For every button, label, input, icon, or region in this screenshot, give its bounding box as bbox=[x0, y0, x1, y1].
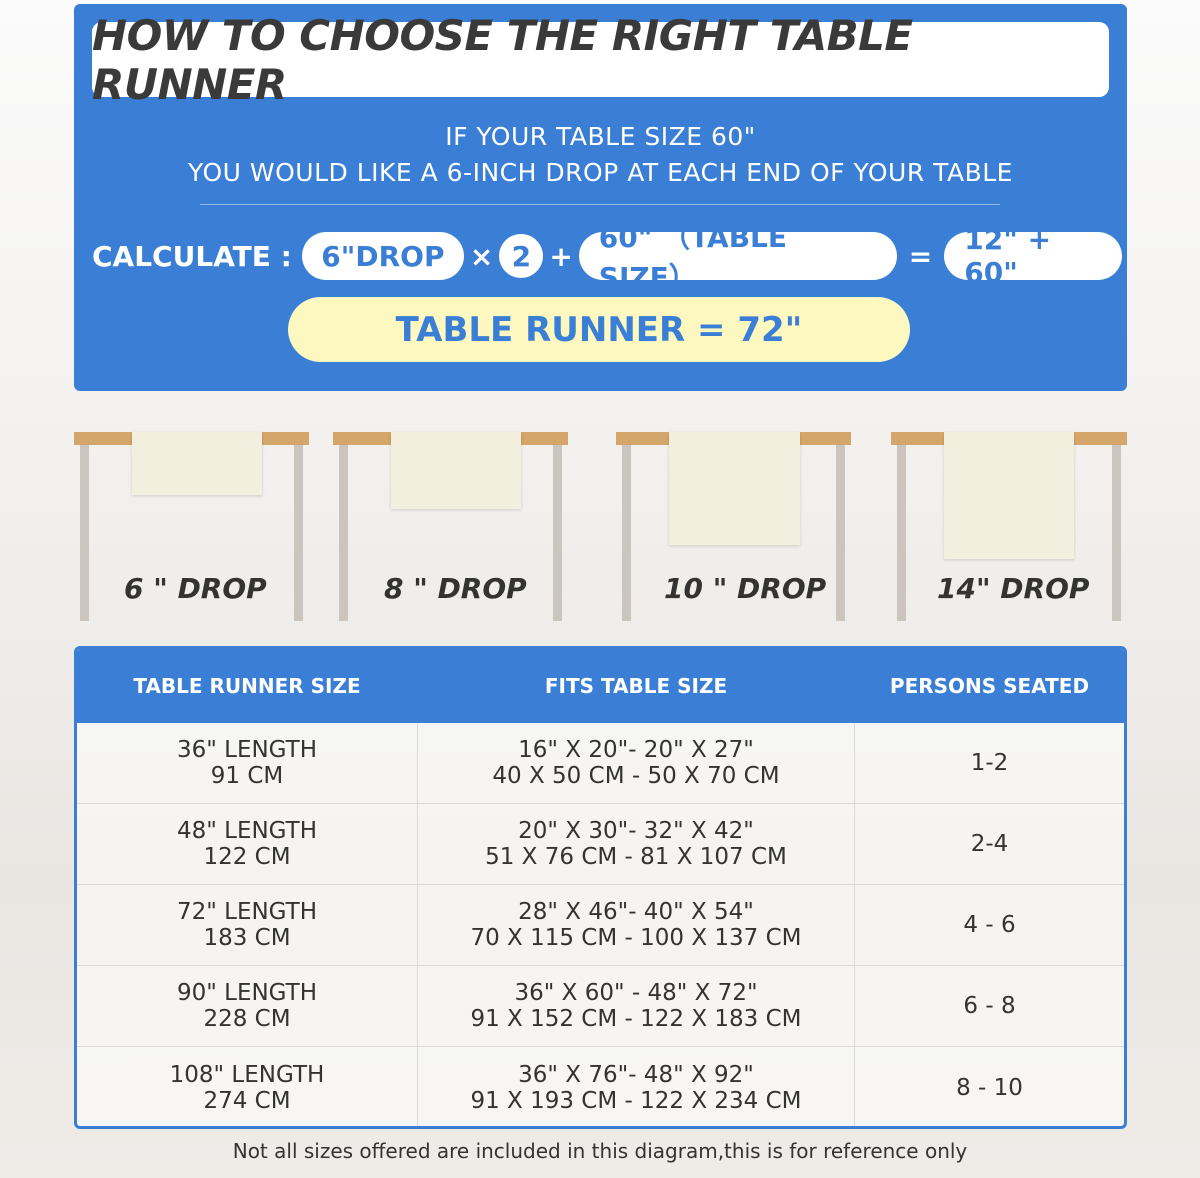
header-fits-table: FITS TABLE SIZE bbox=[544, 674, 728, 698]
fits-cell: 16" X 20"- 20" X 27" 40 X 50 CM - 50 X 70… bbox=[417, 723, 855, 803]
fits-cm: 51 X 76 CM - 81 X 107 CM bbox=[485, 844, 787, 870]
runner-size-cell: 72" LENGTH 183 CM bbox=[77, 899, 417, 951]
drop-label: 6 " DROP bbox=[124, 572, 267, 605]
size-cm: 274 CM bbox=[203, 1087, 291, 1114]
size-cm: 183 CM bbox=[203, 925, 291, 951]
plus-sign: + bbox=[549, 239, 573, 273]
drop-label: 8 " DROP bbox=[384, 572, 527, 605]
subtitle-line-2: YOU WOULD LIKE A 6-INCH DROP AT EACH END… bbox=[188, 158, 1013, 187]
persons-cell: 6 - 8 bbox=[963, 993, 1016, 1019]
fits-cm: 70 X 115 CM - 100 X 137 CM bbox=[470, 925, 802, 951]
drop-label: 10 " DROP bbox=[664, 572, 827, 605]
persons-cell: 4 - 6 bbox=[963, 912, 1016, 938]
table-row: 108" LENGTH 274 CM 36" X 76"- 48" X 92" 91… bbox=[77, 1047, 1124, 1126]
table-row: 48" LENGTH 122 CM 20" X 30"- 32" X 42" 51 … bbox=[77, 804, 1124, 885]
fits-cm: 91 X 152 CM - 122 X 183 CM bbox=[470, 1006, 802, 1032]
fits-inches: 36" X 76"- 48" X 92" bbox=[518, 1061, 754, 1088]
fits-inches: 16" X 20"- 20" X 27" bbox=[518, 737, 754, 763]
drop-label: 14" DROP bbox=[937, 572, 1090, 605]
equals-sign: = bbox=[908, 239, 933, 273]
fits-inches: 36" X 60" - 48" X 72" bbox=[514, 980, 758, 1006]
calculation-row: CALCULATE : 6"DROP × 2 + 60" （TABLE SIZE… bbox=[92, 221, 1123, 294]
table-row: 90" LENGTH 228 CM 36" X 60" - 48" X 72" 91… bbox=[77, 966, 1124, 1047]
size-inches: 36" LENGTH bbox=[176, 737, 318, 763]
table-header: TABLE RUNNER SIZE FITS TABLE SIZE PERSON… bbox=[77, 649, 1124, 723]
drop-pill: 6"DROP bbox=[301, 232, 464, 280]
table-illustration-14 bbox=[891, 432, 1127, 622]
fits-cell: 36" X 60" - 48" X 72" 91 X 152 CM - 122 X… bbox=[417, 966, 855, 1046]
runner-size-cell: 90" LENGTH 228 CM bbox=[77, 980, 417, 1032]
times-sign: × bbox=[469, 239, 494, 273]
size-cm: 122 CM bbox=[203, 844, 291, 870]
persons-cell: 2-4 bbox=[970, 831, 1009, 857]
calculate-label: CALCULATE : bbox=[92, 239, 292, 273]
runner-size-cell: 48" LENGTH 122 CM bbox=[77, 818, 417, 870]
size-table: TABLE RUNNER SIZE FITS TABLE SIZE PERSON… bbox=[74, 646, 1127, 1129]
footnote: Not all sizes offered are included in th… bbox=[232, 1139, 968, 1163]
sum-pill: 12" + 60" bbox=[944, 223, 1123, 289]
persons-cell: 8 - 10 bbox=[956, 1074, 1023, 1101]
runner-size-cell: 36" LENGTH 91 CM bbox=[77, 737, 417, 789]
result-pill: TABLE RUNNER = 72" bbox=[288, 297, 910, 362]
header-persons: PERSONS SEATED bbox=[889, 674, 1090, 698]
fits-inches: 28" X 46"- 40" X 54" bbox=[518, 899, 754, 925]
size-inches: 48" LENGTH bbox=[176, 818, 318, 844]
table-size-pill: 60" （TABLE SIZE） bbox=[578, 221, 897, 294]
table-illustration-10 bbox=[616, 432, 851, 622]
size-inches: 108" LENGTH bbox=[169, 1061, 325, 1088]
runner-size-cell: 108" LENGTH 274 CM bbox=[77, 1062, 417, 1114]
size-inches: 72" LENGTH bbox=[176, 899, 318, 925]
page-title: HOW TO CHOOSE THE RIGHT TABLE RUNNER bbox=[92, 11, 1109, 109]
size-inches: 90" LENGTH bbox=[176, 980, 318, 1006]
fits-cm: 91 X 193 CM - 122 X 234 CM bbox=[470, 1087, 802, 1114]
subtitle-line-1: IF YOUR TABLE SIZE 60" bbox=[445, 122, 756, 151]
persons-cell: 1-2 bbox=[970, 750, 1009, 776]
table-illustration-8 bbox=[333, 432, 568, 622]
table-row: 36" LENGTH 91 CM 16" X 20"- 20" X 27" 40 X… bbox=[77, 723, 1124, 804]
size-cm: 228 CM bbox=[203, 1006, 291, 1032]
fits-cell: 28" X 46"- 40" X 54" 70 X 115 CM - 100 X … bbox=[417, 885, 855, 965]
multiplier-pill: 2 bbox=[499, 234, 544, 278]
fits-cell: 20" X 30"- 32" X 42" 51 X 76 CM - 81 X 10… bbox=[417, 804, 855, 884]
table-row: 72" LENGTH 183 CM 28" X 46"- 40" X 54" 70 … bbox=[77, 885, 1124, 966]
fits-inches: 20" X 30"- 32" X 42" bbox=[518, 818, 754, 844]
fits-cell: 36" X 76"- 48" X 92" 91 X 193 CM - 122 X … bbox=[417, 1047, 855, 1126]
size-cm: 91 CM bbox=[210, 763, 284, 789]
fits-cm: 40 X 50 CM - 50 X 70 CM bbox=[492, 763, 780, 789]
header-runner-size: TABLE RUNNER SIZE bbox=[133, 674, 361, 698]
divider bbox=[200, 204, 1000, 205]
table-illustration-6 bbox=[74, 432, 309, 622]
